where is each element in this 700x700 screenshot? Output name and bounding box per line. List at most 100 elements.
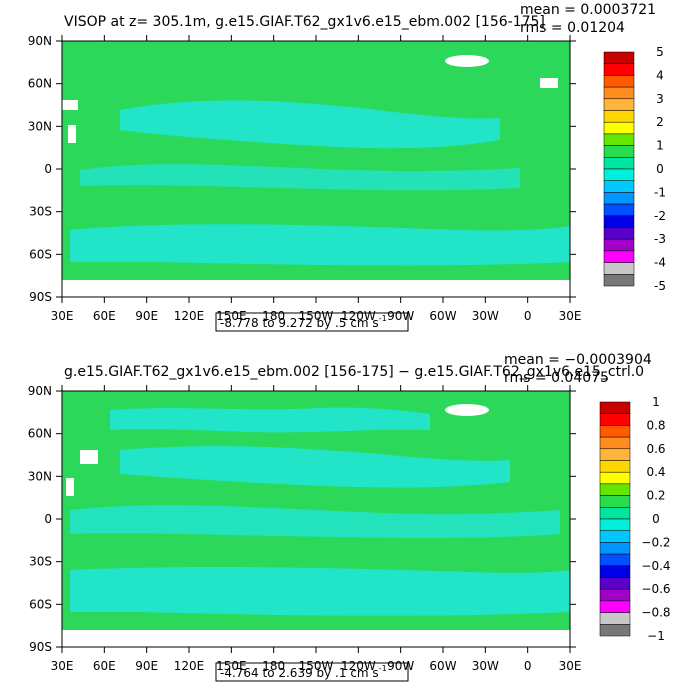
colorbar-swatch [603,86,635,100]
colorbar-swatch [599,565,631,578]
colorbar-swatch [599,460,631,473]
map-panel-2-svg: g.e15.GIAF.T62_gx1v6.e15_ebm.002 [156-17… [28,352,671,682]
y-tick-label: 90N [28,384,52,398]
colorbar-swatch [603,262,635,275]
colorbar-swatch [603,192,635,205]
panel-2-rms: rms = 0.04075 [504,370,609,386]
colorbar-label: 0.8 [646,418,665,432]
colorbar-swatch [603,238,635,252]
panel-1-colorbar: 5 4 3 2 1 0 -1 -2 -3 -4 -5 [603,45,666,293]
y-tick-label: 60S [29,247,52,261]
y-tick-label: 60S [29,597,52,611]
y-tick-label: 30N [28,119,52,133]
colorbar-swatch [599,577,631,590]
colorbar-swatch [599,483,631,496]
land-patch-scandinavia [60,100,78,110]
cyan-band-north-pacific [120,100,500,149]
cyan-band-southern-ocean [70,566,570,616]
y-tick-label: 0 [44,162,52,176]
panel-1-range-box [215,312,409,332]
colorbar-swatch [603,63,635,76]
panel-2-title: g.e15.GIAF.T62_gx1v6.e15_ebm.002 [156-17… [64,364,644,380]
colorbar-swatch [599,471,631,485]
panel-2-range-label: -4.764 to 2.639 by .1 cm s-1 [220,664,387,680]
colorbar-label: −0.6 [641,582,670,596]
y-tick-label: 60N [28,427,52,441]
colorbar-swatch [603,75,635,88]
colorbar-swatch [599,436,631,450]
colorbar-label: −0.4 [641,559,670,573]
x-tick-label: 120E [174,659,205,673]
land-patch-europe [66,478,74,496]
x-tick-label: 90E [135,309,158,323]
cyan-band-southern-ocean [70,224,570,266]
panel-1-mean: mean = 0.0003721 [520,2,656,18]
greenland-patch [445,55,489,67]
y-tick-label: 30S [29,555,52,569]
colorbar-label: -3 [654,232,666,246]
colorbar-swatch [599,507,631,520]
colorbar-label: 5 [656,45,664,59]
cyan-band-arctic [110,407,430,433]
x-tick-label: 60E [93,659,116,673]
x-tick-label: 30W [472,309,499,323]
x-tick-label: 30E [559,659,582,673]
colorbar-label: 0.2 [646,489,665,503]
land-patch-europe [68,125,76,143]
colorbar-label: 0.6 [646,442,665,456]
colorbar-label: -1 [654,185,666,199]
cyan-band-north-pacific [120,446,510,488]
colorbar-swatch [599,600,631,613]
colorbar-swatch [603,227,635,240]
colorbar-label: -5 [654,279,666,293]
colorbar-swatch [603,215,635,228]
colorbar-swatch [603,121,635,135]
panel-1-map-area [60,41,570,297]
colorbar-swatch [599,448,631,461]
map-panel-2: g.e15.GIAF.T62_gx1v6.e15_ebm.002 [156-17… [0,350,700,700]
land-patch-east [540,78,558,88]
x-tick-label: 30E [51,659,74,673]
colorbar-swatch [599,542,631,555]
x-tick-label: 90E [135,659,158,673]
colorbar-swatch [603,168,635,181]
x-tick-label: 0 [524,309,532,323]
colorbar-swatch [599,518,631,531]
y-tick-label: 90S [29,640,52,654]
colorbar-swatch [603,110,635,123]
colorbar-swatch [603,98,635,111]
colorbar-label: 1 [656,139,664,153]
colorbar-label: 4 [656,68,664,82]
colorbar-label: 0 [652,512,660,526]
colorbar-label: -4 [654,256,666,270]
colorbar-swatch [599,588,631,602]
colorbar-swatch [603,51,635,64]
cyan-band-equatorial [70,505,560,538]
antarctica-band [62,630,570,647]
colorbar-swatch [599,553,631,567]
panel-2-colorbar: 1 0.8 0.6 0.4 0.2 0 −0.2 −0.4 −0.6 −0.8 −1 [599,395,671,643]
panel-1-rms: rms = 0.01204 [520,20,625,36]
colorbar-label: 2 [656,115,664,129]
colorbar-swatch [603,133,635,146]
colorbar-swatch [599,530,631,543]
colorbar-label: -2 [654,209,666,223]
cyan-band-equatorial [80,164,520,191]
x-tick-label: 30E [559,309,582,323]
colorbar-label: 0.4 [646,465,665,479]
colorbar-swatch [603,274,635,287]
colorbar-label: 1 [652,395,660,409]
panel-2-range-box [215,662,409,682]
antarctica-band [62,280,570,297]
x-tick-label: 60E [93,309,116,323]
panel-1-title: VISOP at z= 305.1m, g.e15.GIAF.T62_gx1v6… [64,14,545,30]
x-tick-label: 90W [387,309,414,323]
greenland-patch [445,404,489,416]
x-tick-label: 90W [387,659,414,673]
colorbar-label: −0.2 [641,535,670,549]
colorbar-label: 0 [656,162,664,176]
x-tick-label: 60W [429,659,456,673]
x-tick-label: 60W [429,309,456,323]
panel-2-map-area [62,391,570,647]
y-tick-label: 30S [29,205,52,219]
